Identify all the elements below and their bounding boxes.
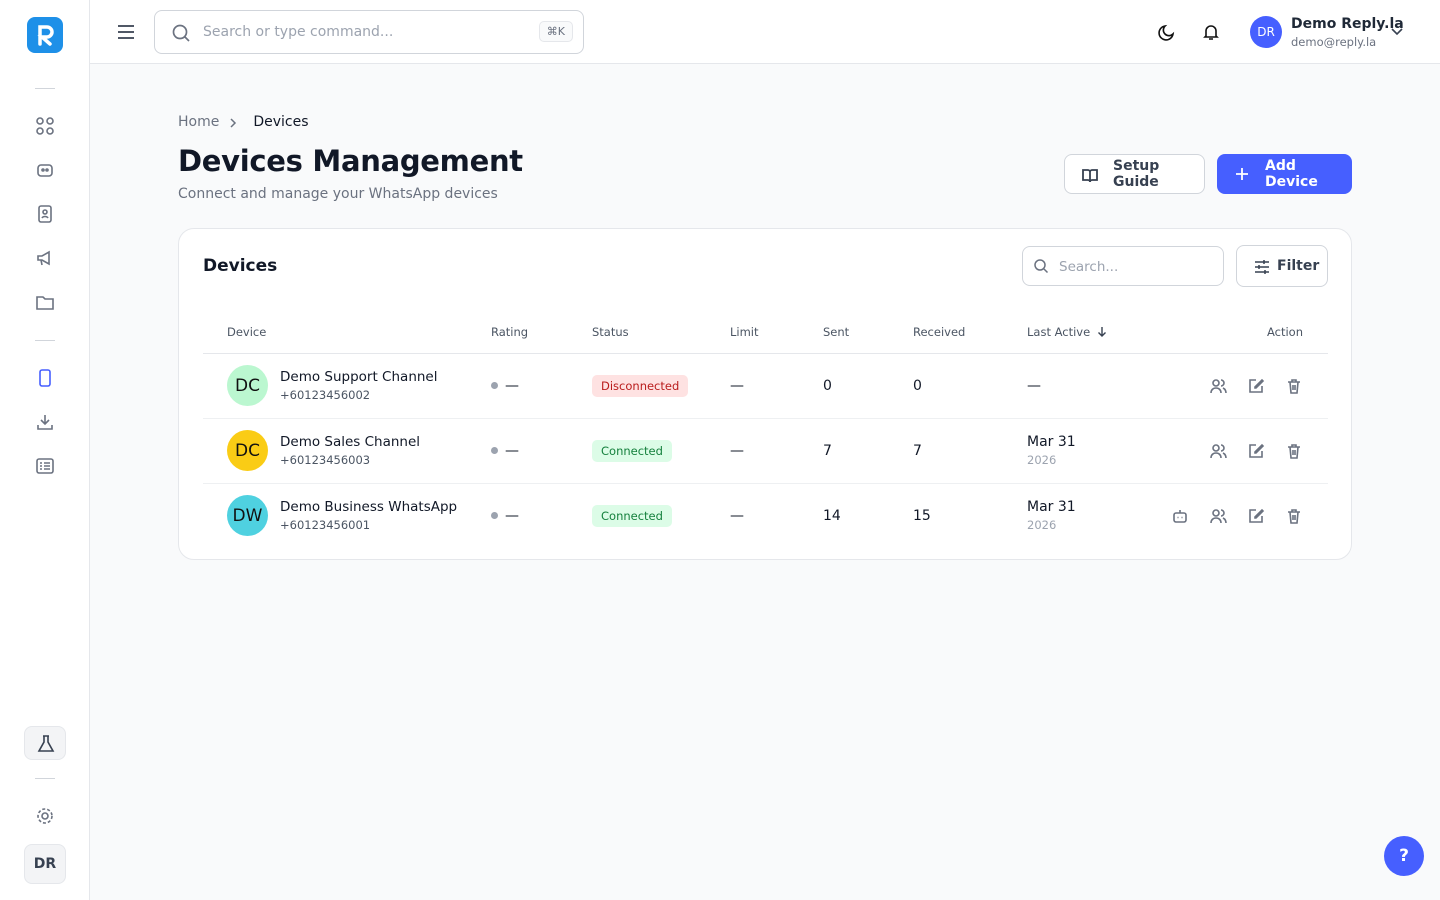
received: 7 bbox=[912, 418, 1026, 484]
edit-action[interactable] bbox=[1247, 442, 1265, 460]
edit-action[interactable] bbox=[1247, 377, 1265, 395]
limit: — bbox=[730, 507, 744, 524]
column-header: Rating bbox=[490, 311, 591, 354]
header-row: Device Rating Status Limit Sent Received… bbox=[203, 311, 1328, 354]
nav-contacts[interactable] bbox=[35, 204, 55, 224]
last-active: 2026 bbox=[1027, 518, 1057, 533]
delete-action[interactable] bbox=[1285, 507, 1303, 525]
device-row: DW Demo Business WhatsApp +60123456001 — Con… bbox=[203, 483, 1328, 548]
device-row: DC Demo Support Channel +60123456002 — Disco… bbox=[203, 353, 1328, 419]
bot-action[interactable] bbox=[1171, 507, 1189, 525]
delete-action[interactable] bbox=[1285, 442, 1303, 460]
column-header: Device bbox=[203, 311, 490, 354]
nav-settings[interactable] bbox=[35, 806, 55, 826]
last-active: Mar 31 bbox=[1027, 499, 1076, 516]
sent: 7 bbox=[822, 418, 912, 484]
user-menu[interactable] bbox=[1390, 26, 1404, 38]
theme-toggle[interactable] bbox=[1158, 23, 1176, 41]
user-avatar[interactable]: DR bbox=[1250, 16, 1282, 48]
device-phone: +60123456001 bbox=[280, 518, 371, 533]
last-active: — bbox=[1027, 377, 1041, 394]
sent: 14 bbox=[823, 507, 841, 524]
device-row: DC Demo Sales Channel +60123456003 — Connect… bbox=[203, 418, 1328, 484]
nav-logs[interactable] bbox=[35, 456, 55, 476]
column-header: Limit bbox=[729, 311, 822, 354]
nav-bot[interactable] bbox=[35, 160, 55, 180]
filter-button[interactable]: Filter bbox=[1236, 245, 1328, 287]
delete-action[interactable] bbox=[1285, 377, 1303, 395]
nav-campaigns[interactable] bbox=[35, 248, 55, 268]
rating: — bbox=[505, 442, 519, 459]
column-header: Sent bbox=[822, 311, 912, 354]
nav-dashboard[interactable] bbox=[35, 116, 55, 136]
user-avatar[interactable]: DR bbox=[24, 844, 66, 884]
user-name[interactable]: Demo Reply.la bbox=[1291, 16, 1404, 32]
nav-download[interactable] bbox=[35, 412, 55, 432]
rating: — bbox=[505, 507, 519, 524]
breadcrumb-home[interactable]: Home bbox=[178, 114, 220, 130]
labs-button[interactable] bbox=[24, 726, 66, 760]
search-placeholder: Search or type command... bbox=[203, 24, 394, 40]
status-badge: Connected bbox=[592, 504, 672, 527]
topbar: Search or type command... ⌘K DR Demo Rep… bbox=[90, 0, 1440, 64]
setup-guide-button[interactable]: Setup Guide bbox=[1064, 154, 1205, 194]
devices-card: Devices Search... Filter Device Rating S… bbox=[178, 228, 1352, 560]
device-avatar: DC bbox=[227, 430, 268, 471]
help-button[interactable]: ? bbox=[1384, 836, 1424, 876]
sidebar: DR bbox=[0, 0, 90, 900]
button-label: Setup Guide bbox=[1113, 158, 1160, 190]
menu-toggle[interactable] bbox=[116, 22, 136, 42]
column-header: Received bbox=[912, 311, 1026, 354]
nav-files[interactable] bbox=[35, 292, 55, 312]
column-header: Status bbox=[591, 311, 729, 354]
user-email: demo@reply.la bbox=[1291, 35, 1377, 49]
breadcrumb-current: Devices bbox=[253, 114, 309, 130]
page-subtitle: Connect and manage your WhatsApp devices bbox=[178, 186, 498, 202]
card-title: Devices bbox=[203, 256, 278, 276]
device-name[interactable]: Demo Sales Channel bbox=[280, 434, 421, 450]
shortcut: ⌘K bbox=[538, 21, 573, 42]
last-active: 2026 bbox=[1027, 453, 1057, 467]
button-label: Filter bbox=[1277, 258, 1320, 274]
column-header: Action bbox=[1150, 311, 1328, 354]
column-header[interactable]: Last Active bbox=[1026, 311, 1150, 354]
limit: — bbox=[729, 418, 822, 484]
received: 0 bbox=[912, 353, 1026, 419]
device-phone: +60123456002 bbox=[280, 388, 371, 402]
page-title: Devices Management bbox=[178, 144, 523, 178]
global-search[interactable]: Search or type command... ⌘K bbox=[154, 10, 584, 54]
last-active: Mar 31 bbox=[1027, 434, 1076, 450]
members-action[interactable] bbox=[1209, 442, 1227, 460]
notifications[interactable] bbox=[1202, 23, 1220, 41]
device-avatar: DW bbox=[227, 495, 268, 537]
status-badge: Disconnected bbox=[592, 374, 689, 397]
search-placeholder: Search... bbox=[1059, 259, 1119, 275]
table-search[interactable]: Search... bbox=[1022, 246, 1224, 286]
button-label: Add Device bbox=[1265, 158, 1318, 190]
breadcrumb: Home Devices bbox=[178, 114, 309, 130]
nav-devices[interactable] bbox=[35, 368, 55, 388]
limit: — bbox=[729, 353, 822, 419]
received: 15 bbox=[913, 507, 931, 524]
device-name[interactable]: Demo Support Channel bbox=[280, 369, 438, 385]
rating: — bbox=[505, 377, 519, 394]
members-action[interactable] bbox=[1209, 507, 1227, 525]
logo[interactable] bbox=[27, 17, 63, 53]
device-avatar: DC bbox=[227, 365, 268, 406]
column-label: Last Active bbox=[1027, 324, 1091, 339]
devices-table: Device Rating Status Limit Sent Received… bbox=[203, 311, 1328, 548]
sent: 0 bbox=[822, 353, 912, 419]
add-device-button[interactable]: Add Device bbox=[1217, 154, 1352, 194]
device-name[interactable]: Demo Business WhatsApp bbox=[280, 499, 458, 516]
device-phone: +60123456003 bbox=[280, 453, 371, 467]
edit-action[interactable] bbox=[1247, 507, 1265, 525]
members-action[interactable] bbox=[1209, 377, 1227, 395]
status-badge: Connected bbox=[592, 439, 672, 462]
